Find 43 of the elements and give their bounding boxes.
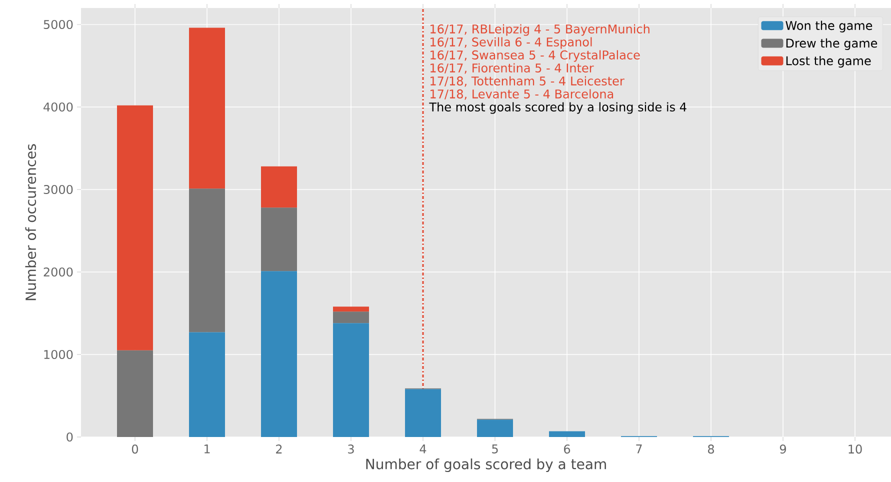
y-tick-label: 2000 bbox=[44, 267, 73, 277]
x-tick-label: 0 bbox=[132, 444, 138, 454]
annotation: The most goals scored by a losing side is 4 bbox=[429, 102, 686, 114]
y-tick-label: 0 bbox=[66, 432, 73, 442]
x-tick-label: 4 bbox=[420, 444, 426, 454]
annotation: 16/17, Sevilla 6 - 4 Espanol bbox=[430, 37, 592, 49]
legend-label: Won the game bbox=[786, 20, 872, 32]
bar bbox=[261, 208, 298, 272]
x-tick-label: 10 bbox=[848, 444, 862, 454]
annotation: 16/17, Swansea 5 - 4 CrystalPalace bbox=[430, 50, 640, 62]
bar bbox=[333, 312, 370, 324]
x-tick-label: 1 bbox=[204, 444, 210, 454]
x-axis-title: Number of goals scored by a team bbox=[366, 458, 606, 472]
annotation: 16/17, RBLeipzig 4 - 5 BayernMunich bbox=[430, 24, 650, 36]
bar bbox=[117, 105, 153, 350]
legend-label: Drew the game bbox=[786, 38, 878, 50]
y-tick-label: 4000 bbox=[44, 102, 73, 112]
x-tick-label: 7 bbox=[636, 444, 642, 454]
bar bbox=[333, 306, 370, 312]
y-axis-title: Number of occurences bbox=[25, 144, 36, 300]
legend-label: Lost the game bbox=[786, 56, 871, 68]
annotation: 16/17, Fiorentina 5 - 4 Inter bbox=[430, 63, 594, 74]
bar bbox=[261, 271, 298, 437]
y-tick-label: 5000 bbox=[44, 20, 73, 30]
x-tick-label: 5 bbox=[492, 444, 498, 454]
bar bbox=[477, 420, 514, 437]
y-tick-label: 1000 bbox=[44, 350, 73, 360]
bar bbox=[333, 323, 370, 437]
bar bbox=[189, 28, 225, 189]
bar bbox=[117, 350, 153, 437]
x-tick-label: 2 bbox=[276, 444, 282, 454]
bar bbox=[189, 188, 225, 332]
y-tick-label: 3000 bbox=[44, 184, 73, 194]
annotation: 17/18, Levante 5 - 4 Barcelona bbox=[430, 89, 614, 100]
x-tick-label: 3 bbox=[348, 444, 354, 454]
x-tick-label: 6 bbox=[564, 444, 570, 454]
bar bbox=[189, 332, 225, 437]
annotation: 17/18, Tottenham 5 - 4 Leicester bbox=[430, 76, 624, 87]
bar bbox=[405, 389, 442, 437]
bar bbox=[261, 166, 298, 208]
x-tick-label: 9 bbox=[780, 444, 786, 454]
x-tick-label: 8 bbox=[708, 444, 714, 454]
bar bbox=[549, 431, 586, 437]
